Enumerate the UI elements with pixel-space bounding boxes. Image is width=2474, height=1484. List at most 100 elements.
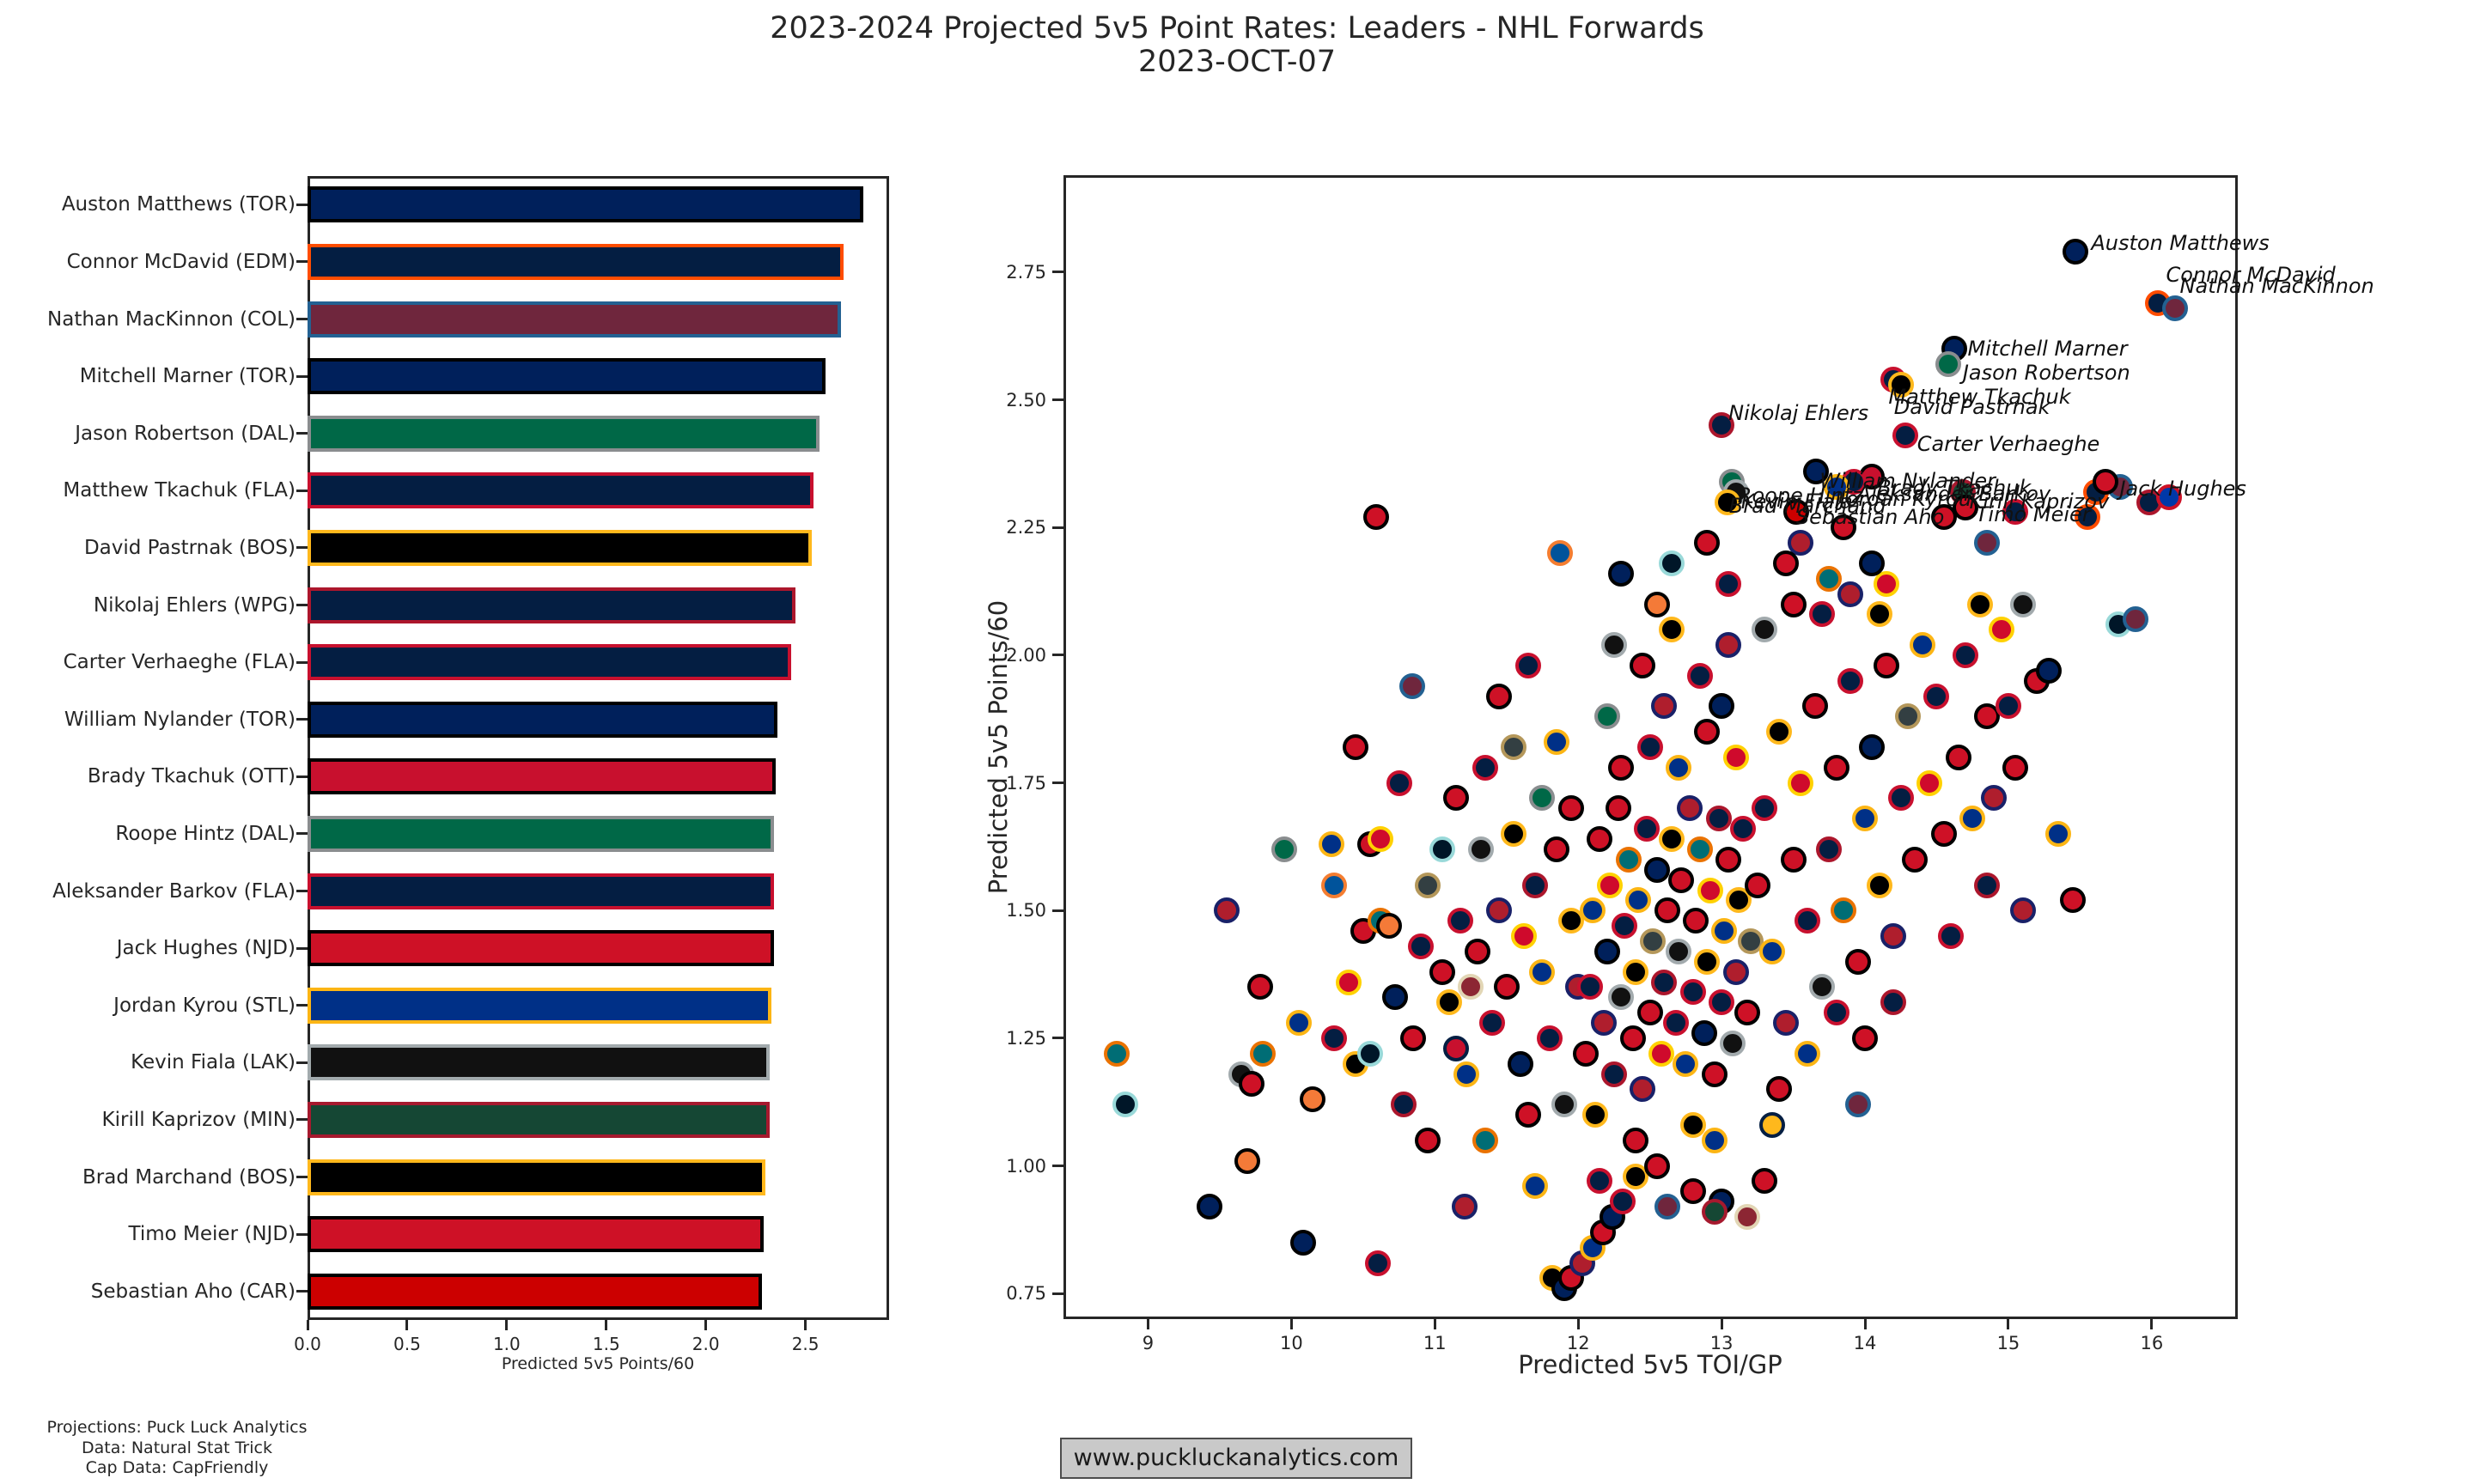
scatter-point — [1715, 846, 1742, 873]
scatter-point — [1701, 1061, 1728, 1087]
scatter-point — [1752, 795, 1778, 822]
scatter-point — [2002, 499, 2029, 526]
y-tick-label: 1.75 — [1006, 772, 1046, 794]
scatter-point — [1407, 933, 1434, 959]
scatter-point — [1630, 1076, 1656, 1103]
y-tick-mark — [296, 1176, 308, 1178]
scatter-point — [1486, 897, 1513, 924]
chart-title-line2: 2023-OCT-07 — [1138, 45, 1336, 79]
scatter-point — [1780, 846, 1807, 873]
scatter-point — [1486, 683, 1513, 709]
scatter-point — [1705, 806, 1732, 832]
y-tick-mark — [1052, 271, 1063, 274]
x-tick-label: 2.0 — [692, 1334, 720, 1354]
scatter-point — [1852, 1025, 1879, 1051]
scatter-point-annotation: Timo Meier — [1975, 502, 2091, 526]
scatter-point — [1579, 897, 1606, 924]
scatter-plot-area — [1063, 175, 2238, 1319]
scatter-point — [1658, 550, 1685, 576]
scatter-point — [1364, 1250, 1391, 1276]
scatter-point — [1966, 591, 1993, 617]
x-tick-mark — [804, 1320, 807, 1330]
scatter-point-annotation: Jason Robertson — [1962, 361, 2130, 386]
scatter-point-annotation: Auston Matthews — [2091, 231, 2270, 256]
y-tick-mark — [296, 660, 308, 664]
scatter-point — [1668, 867, 1695, 893]
scatter-point — [1458, 974, 1484, 1000]
scatter-point — [1715, 632, 1742, 659]
scatter-point-labeled — [1709, 412, 1735, 439]
scatter-point-annotation: Carter Verhaeghe — [1916, 432, 2100, 457]
scatter-point — [1758, 938, 1785, 964]
y-tick-mark — [1052, 654, 1063, 657]
scatter-point — [1608, 984, 1635, 1011]
scatter-point — [1197, 1194, 1223, 1220]
scatter-point — [1808, 601, 1835, 628]
scatter-point-annotation: Sebastian Aho — [1795, 505, 1945, 530]
bar-category-label: Kevin Fiala (LAK) — [131, 1051, 296, 1074]
y-tick-label: 1.25 — [1006, 1027, 1046, 1049]
x-tick-label: 2.5 — [791, 1334, 820, 1354]
bar — [308, 644, 792, 681]
scatter-point — [1605, 795, 1631, 822]
bar — [308, 987, 772, 1024]
scatter-point-annotation: Matthew Tkachuk — [1888, 384, 2071, 409]
scatter-point — [1546, 540, 1573, 567]
scatter-point — [1830, 514, 1856, 541]
scatter-point — [1400, 1025, 1427, 1051]
scatter-point — [1988, 617, 2014, 643]
scatter-y-axis-label: Predicted 5v5 Points/60 — [984, 599, 1013, 895]
x-tick-mark — [605, 1320, 608, 1330]
scatter-point — [2045, 821, 2072, 848]
scatter-point — [1697, 877, 1723, 903]
scatter-point-annotation: Aleksander Barkov — [1856, 481, 2051, 506]
scatter-point — [1679, 1178, 1706, 1205]
scatter-point — [1874, 652, 1900, 678]
x-tick-mark — [2007, 1319, 2010, 1329]
scatter-point — [1246, 974, 1273, 1000]
scatter-point — [1683, 908, 1709, 934]
bar-category-label: Connor McDavid (EDM) — [66, 250, 296, 273]
scatter-point-labeled — [1714, 489, 1740, 515]
scatter-point — [1709, 693, 1735, 720]
scatter-point-annotation: Nikolaj Ehlers — [1728, 401, 1869, 426]
scatter-point — [1472, 754, 1498, 781]
bar — [308, 358, 826, 395]
scatter-point — [1611, 913, 1637, 940]
scatter-point-labeled — [2063, 239, 2089, 265]
y-tick-mark — [296, 546, 308, 550]
scatter-point — [1386, 769, 1412, 796]
scatter-point-annotation: Kevin Fiala — [1740, 489, 1853, 514]
scatter-point — [1852, 806, 1879, 832]
bar — [308, 186, 863, 223]
x-tick-mark — [306, 1320, 309, 1330]
bar — [308, 1159, 766, 1195]
scatter-point — [1467, 836, 1494, 862]
scatter-point — [1367, 826, 1393, 853]
y-tick-mark — [296, 432, 308, 435]
scatter-point — [1726, 887, 1752, 914]
scatter-point — [1816, 565, 1843, 592]
chart-title: 2023-2024 Projected 5v5 Point Rates: Lea… — [0, 12, 2474, 79]
x-tick-label: 11 — [1423, 1333, 1447, 1353]
scatter-point — [1544, 836, 1570, 862]
scatter-point — [1112, 1092, 1138, 1118]
scatter-point — [1390, 1092, 1417, 1118]
scatter-point — [1289, 1229, 1316, 1256]
y-tick-mark — [1052, 782, 1063, 785]
scatter-point — [1866, 872, 1892, 898]
bar-category-label: William Nylander (TOR) — [64, 708, 296, 731]
scatter-point — [1429, 836, 1455, 862]
bar-category-label: Nathan MacKinnon (COL) — [47, 307, 296, 331]
scatter-point — [1730, 816, 1757, 842]
scatter-point — [1472, 1127, 1498, 1153]
scatter-point — [1514, 1102, 1541, 1128]
bar — [308, 873, 774, 909]
scatter-point — [1923, 683, 1950, 709]
scatter-point — [1808, 974, 1835, 1000]
scatter-point — [1529, 958, 1556, 985]
scatter-point — [1694, 948, 1721, 975]
y-tick-mark — [296, 1118, 308, 1122]
scatter-point — [1658, 826, 1685, 853]
scatter-point — [1816, 836, 1843, 862]
